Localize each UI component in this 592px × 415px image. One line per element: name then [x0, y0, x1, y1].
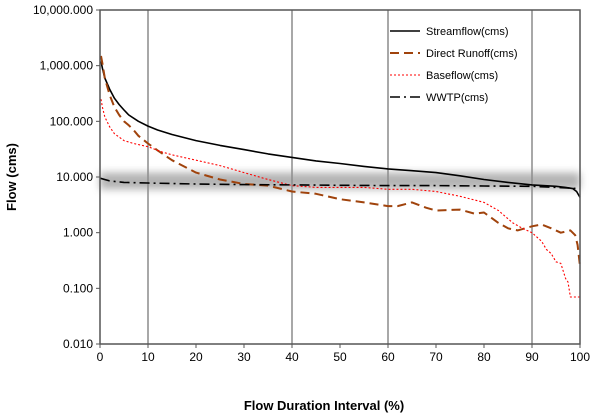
legend: Streamflow(cms) Direct Runoff(cms) Baseflo…: [390, 26, 517, 104]
y-tick-label: 1,000.000: [40, 59, 94, 73]
series-line-3: [99, 177, 581, 190]
y-tick-label: 1.000: [63, 226, 93, 240]
legend-label: Direct Runoff(cms): [426, 48, 517, 60]
gridlines: [147, 10, 533, 344]
x-tick-label: 70: [429, 350, 443, 364]
x-tick-label: 20: [189, 350, 203, 364]
y-tick-label: 0.010: [63, 337, 93, 351]
y-axis-ticks: 0.010 0.100 1.000 10.000 100.000 1,000.000 10,…: [33, 3, 100, 351]
legend-label: Streamflow(cms): [426, 26, 509, 38]
series-line-1: [100, 55, 581, 267]
x-tick-label: 10: [141, 350, 155, 364]
x-tick-label: 90: [525, 350, 539, 364]
y-axis-label: Flow (cms): [4, 143, 19, 211]
series-line-2: [100, 99, 580, 298]
y-tick-label: 10.000: [56, 170, 93, 184]
x-tick-label: 30: [237, 350, 251, 364]
y-tick-label: 100.000: [50, 114, 94, 128]
x-axis-label: Flow Duration Interval (%): [244, 398, 404, 413]
x-tick-label: 80: [477, 350, 491, 364]
x-tick-label: 40: [285, 350, 299, 364]
series-line-0: [100, 61, 581, 198]
x-tick-label: 50: [333, 350, 347, 364]
legend-label: Baseflow(cms): [426, 70, 498, 82]
x-axis-ticks: 0 10 20 30 40 50 60 70 80 90 100: [97, 344, 590, 364]
legend-label: WWTP(cms): [426, 92, 488, 104]
y-tick-label: 10,000.000: [33, 3, 93, 17]
x-tick-label: 100: [570, 350, 590, 364]
series-lines: [99, 55, 581, 298]
x-tick-label: 0: [97, 350, 104, 364]
x-tick-label: 60: [381, 350, 395, 364]
y-tick-label: 0.100: [63, 281, 93, 295]
